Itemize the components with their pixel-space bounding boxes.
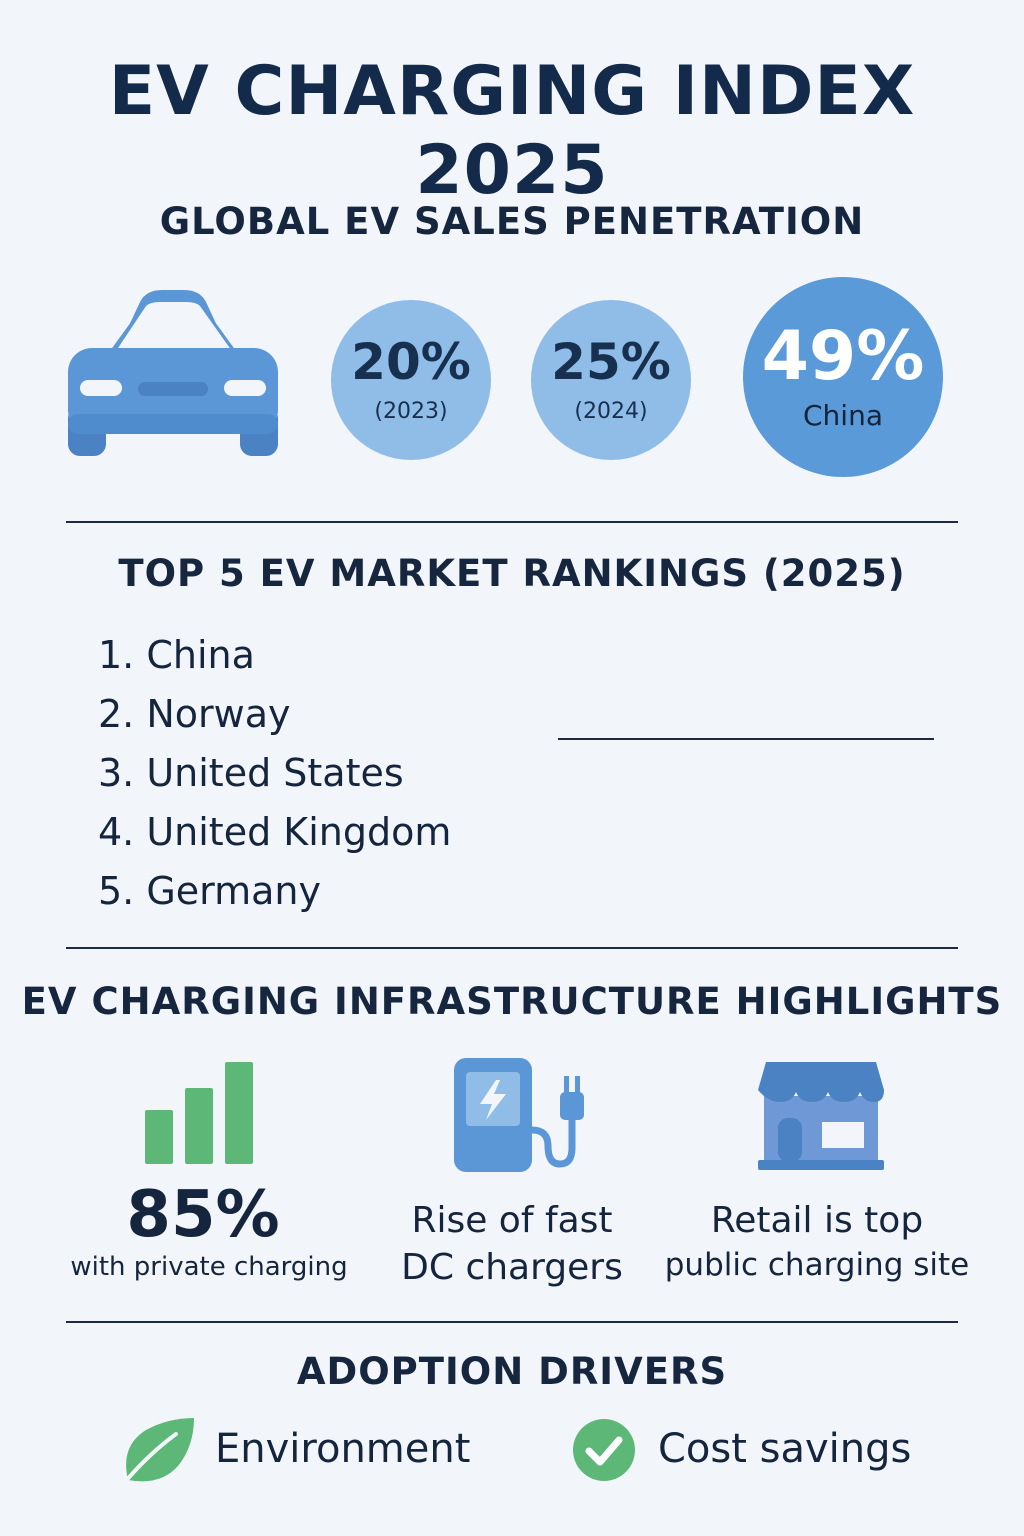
stat-label: (2024) — [574, 398, 648, 424]
stat-label: (2023) — [374, 398, 448, 424]
stat-bubble-china: 49% China — [743, 277, 943, 477]
driver-environment-label: Environment — [215, 1426, 471, 1472]
fast-dc-line1: Rise of fast — [411, 1200, 613, 1241]
divider — [66, 521, 958, 523]
stat-value: 20% — [351, 332, 471, 391]
sales-heading: GLOBAL EV SALES PENETRATION — [159, 200, 865, 243]
rank-item: 4. United Kingdom — [98, 810, 452, 854]
decorative-line — [558, 738, 934, 740]
stat-value: 25% — [551, 332, 671, 391]
infrastructure-heading: EV CHARGING INFRASTRUCTURE HIGHLIGHTS — [21, 980, 1003, 1023]
bar-chart-icon — [143, 1060, 255, 1166]
rankings-heading: TOP 5 EV MARKET RANKINGS (2025) — [118, 552, 906, 595]
retail-text: Retail is top public charging site — [650, 1198, 984, 1285]
stat-bubble-2024: 25% (2024) — [531, 300, 691, 460]
drivers-heading: ADOPTION DRIVERS — [296, 1350, 728, 1393]
rank-item: 5. Germany — [98, 869, 321, 913]
stat-label: China — [803, 398, 883, 432]
fast-dc-line2: DC chargers — [401, 1246, 623, 1288]
fast-dc-text: Rise of fast DC chargers — [362, 1198, 662, 1292]
divider — [66, 1321, 958, 1323]
private-charging-label: with private charging — [70, 1252, 348, 1282]
divider — [66, 947, 958, 949]
driver-cost-savings-label: Cost savings — [658, 1426, 912, 1472]
checkmark-icon — [572, 1418, 636, 1482]
charging-station-icon — [452, 1056, 586, 1174]
leaf-icon — [116, 1416, 196, 1490]
stat-bubble-2023: 20% (2023) — [331, 300, 491, 460]
rank-item: 3. United States — [98, 751, 404, 795]
car-icon — [66, 288, 280, 458]
rank-item: 1. China — [98, 633, 255, 677]
storefront-icon — [756, 1060, 886, 1172]
rank-item: 2. Norway — [98, 692, 291, 736]
stat-value: 49% — [761, 316, 925, 396]
private-charging-value: 85% — [126, 1178, 280, 1252]
page-title: EV CHARGING INDEX 2025 — [108, 52, 916, 210]
retail-line1: Retail is top — [710, 1200, 924, 1241]
retail-line2: public charging site — [664, 1246, 970, 1283]
